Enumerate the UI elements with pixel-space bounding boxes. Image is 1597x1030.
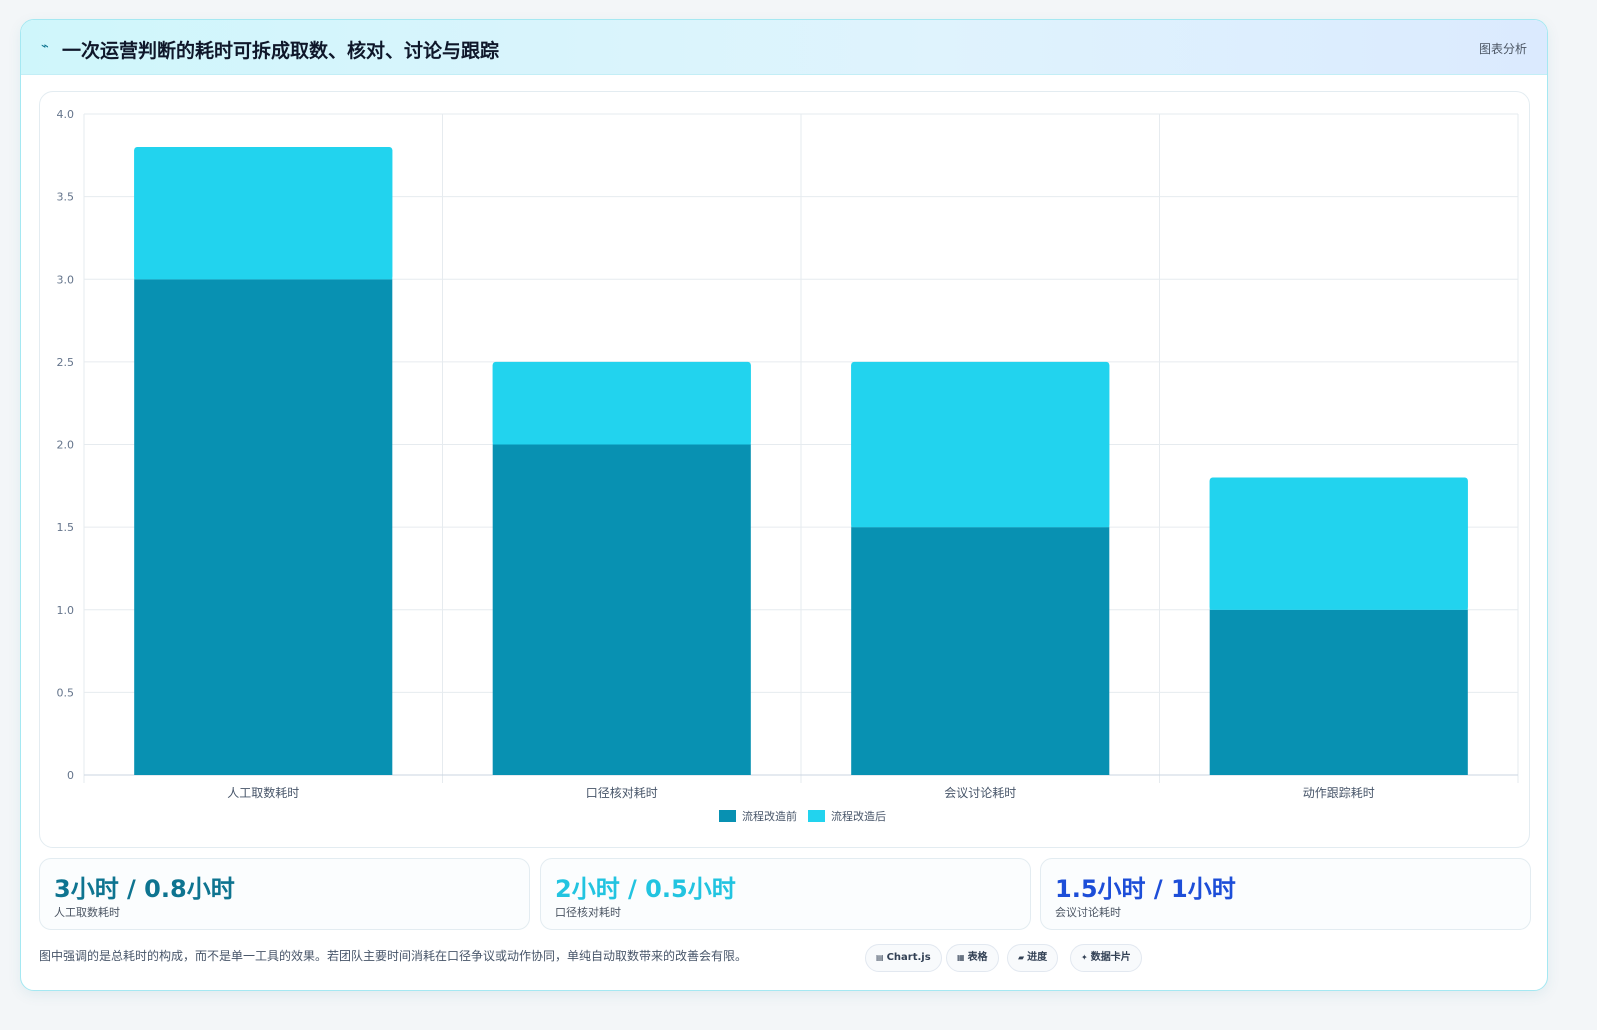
chip-label: Chart.js (886, 952, 931, 963)
card-header: ⌁ 一次运营判断的耗时可拆成取数、核对、讨论与跟踪 图表分析 (21, 20, 1547, 75)
y-tick-label: 4.0 (57, 108, 75, 121)
stacked-bar-chart: 0 0.5 1.0 1.5 2.0 2.5 3.0 3.5 4.0 人工取数耗时 口径核对耗时 会议讨… (57, 108, 1519, 823)
x-tick-label: 口径核对耗时 (586, 786, 658, 800)
stat-value: 2小时 / 0.5小时 (555, 875, 736, 903)
legend-swatch (808, 810, 825, 822)
y-tick-label: 1.0 (57, 604, 75, 617)
y-tick-label: 2.0 (57, 439, 75, 452)
stat-value: 3小时 / 0.8小时 (54, 875, 235, 903)
bar-segment-fill (1209, 480, 1468, 610)
table-icon: ▦ (957, 953, 965, 962)
stat-card-verification: 2小时 / 0.5小时 口径核对耗时 (540, 858, 1031, 930)
y-tick-label: 3.0 (57, 273, 75, 286)
stat-label: 人工取数耗时 (54, 906, 120, 919)
y-tick-label: 1.5 (57, 521, 75, 534)
x-tick-label: 会议讨论耗时 (944, 786, 1016, 800)
stat-card-data-fetch: 3小时 / 0.8小时 人工取数耗时 (39, 858, 530, 930)
chip-label: 进度 (1027, 952, 1048, 963)
bar-segment-fill (851, 364, 1110, 528)
chart-card: ⌁ 一次运营判断的耗时可拆成取数、核对、讨论与跟踪 图表分析 0 0.5 1.0 1.… (20, 19, 1548, 991)
chip-progress[interactable]: ▰ 进度 (1007, 944, 1059, 972)
y-tick-label: 2.5 (57, 356, 75, 369)
stat-label: 口径核对耗时 (555, 906, 621, 919)
chip-data-card[interactable]: ✦ 数据卡片 (1070, 944, 1142, 972)
chip-label: 数据卡片 (1090, 952, 1131, 963)
bar-before (851, 527, 1110, 775)
stat-label: 会议讨论耗时 (1055, 906, 1121, 919)
bar-before (1209, 609, 1468, 775)
y-tick-label: 0 (67, 769, 74, 782)
chart-analysis-tag: 图表分析 (1478, 42, 1527, 56)
bar-before (492, 444, 751, 775)
chip-label: 表格 (967, 952, 988, 963)
bolt-icon: ⌁ (41, 39, 49, 54)
legend-swatch (719, 810, 736, 822)
bar-before (134, 279, 393, 775)
bar-segment-fill (134, 150, 393, 280)
legend-label: 流程改造后 (831, 809, 886, 823)
x-tick-label: 人工取数耗时 (227, 785, 299, 800)
y-tick-label: 0.5 (57, 686, 75, 699)
chart-icon: ▤ (876, 953, 884, 962)
y-tick-label: 3.5 (57, 191, 75, 204)
chip-chartjs[interactable]: ▤ Chart.js (865, 944, 942, 972)
stat-card-meeting: 1.5小时 / 1小时 会议讨论耗时 (1040, 858, 1531, 930)
x-tick-label: 动作跟踪耗时 (1303, 786, 1375, 800)
chart-panel: 0 0.5 1.0 1.5 2.0 2.5 3.0 3.5 4.0 人工取数耗时 口径核对耗时 会议讨… (39, 91, 1530, 848)
stat-value: 1.5小时 / 1小时 (1055, 875, 1236, 903)
progress-icon: ▰ (1018, 953, 1025, 962)
chip-table[interactable]: ▦ 表格 (946, 944, 999, 972)
card-title: 一次运营判断的耗时可拆成取数、核对、讨论与跟踪 (62, 40, 500, 62)
legend-label: 流程改造前 (742, 809, 797, 823)
bar-segment-fill (492, 364, 751, 445)
footnote: 图中强调的是总耗时的构成，而不是单一工具的效果。若团队主要时间消耗在口径争议或动… (39, 949, 748, 963)
sparkle-icon: ✦ (1081, 953, 1088, 962)
